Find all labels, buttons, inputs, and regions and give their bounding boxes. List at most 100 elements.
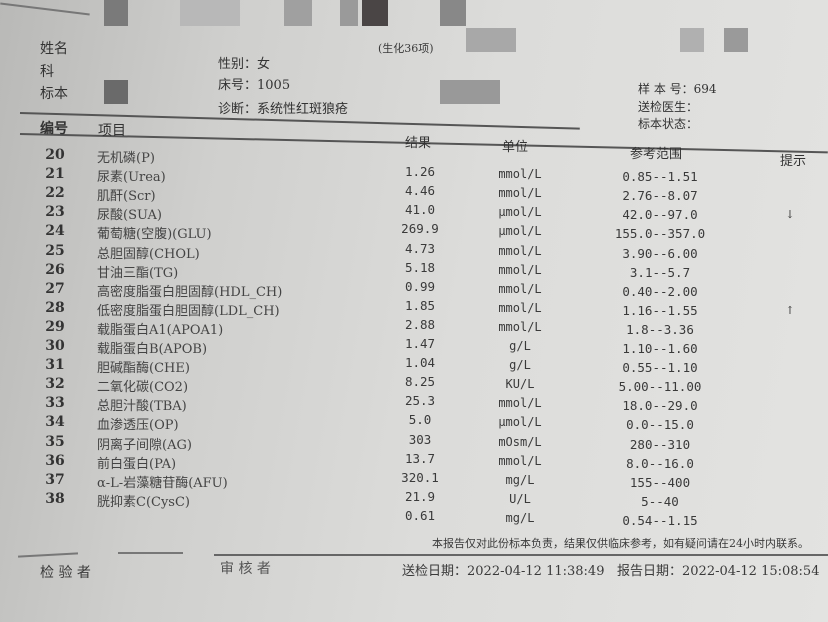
reference-range: 1.8--3.36 xyxy=(626,321,694,337)
column-header-result: 结果 xyxy=(405,136,432,151)
test-item: 肌酐(Scr) xyxy=(97,189,156,205)
table-row: 25 总胆固醇(CHOL) 4.73 mmol/L 3.90--6.00 xyxy=(0,240,828,262)
row-number: 22 xyxy=(45,185,65,202)
table-row: 37 α-L-岩藻糖苷酶(AFU) 320.1 mg/L 155--400 xyxy=(0,469,828,491)
unit: μmol/L xyxy=(498,205,542,220)
unit: U/L xyxy=(509,491,531,506)
table-row: 32 二氧化碳(CO2) 8.25 KU/L 5.00--11.00 xyxy=(0,374,828,396)
redaction-block xyxy=(104,80,128,104)
reference-range: 280--310 xyxy=(629,436,691,452)
disclaimer: 本报告仅对此份标本负责，结果仅供临床参考，如有疑问请在24小时内联系。 xyxy=(432,537,809,550)
reviewer-label: 审 核 者 xyxy=(220,561,271,577)
unit: mg/L xyxy=(505,472,535,487)
table-row: 33 总胆汁酸(TBA) 25.3 mmol/L 18.0--29.0 xyxy=(0,393,828,414)
footer-line-left xyxy=(18,552,78,558)
test-item: 载脂蛋白A1(APOA1) xyxy=(97,322,224,338)
row-number: 30 xyxy=(45,338,65,354)
unit: g/L xyxy=(509,358,531,373)
table-row: 26 甘油三酯(TG) 5.18 mmol/L 3.1--5.7 xyxy=(0,259,828,281)
test-item: 葡萄糖(空腹)(GLU) xyxy=(97,227,212,243)
reference-range: 1.10--1.60 xyxy=(622,341,698,356)
reference-range: 3.90--6.00 xyxy=(622,245,698,261)
redaction-block xyxy=(680,28,704,52)
unit: mOsm/L xyxy=(498,434,542,449)
test-item: 总胆固醇(CHOL) xyxy=(97,246,200,262)
row-number: 33 xyxy=(45,395,65,412)
specimen-label: 标本 xyxy=(40,86,68,102)
unit: mmol/L xyxy=(498,186,542,201)
test-item: 低密度脂蛋白胆固醇(LDL_CH) xyxy=(97,303,280,319)
table-row: 20 无机磷(P) xyxy=(0,147,828,166)
table-row: 21 尿素(Urea) 1.26 mmol/L 0.85--1.51 xyxy=(0,164,828,185)
reference-range: 8.0--16.0 xyxy=(626,455,694,471)
row-number: 35 xyxy=(45,433,65,450)
reference-range: 1.16--1.55 xyxy=(622,302,698,318)
reference-range: 42.0--97.0 xyxy=(622,207,698,223)
result-value: 1.04 xyxy=(404,355,436,371)
report-date: 报告日期：2022-04-12 15:08:54 xyxy=(617,564,820,579)
row-number: 37 xyxy=(45,471,65,488)
result-value: 8.25 xyxy=(404,374,436,390)
row-number: 21 xyxy=(45,166,65,183)
redaction-block xyxy=(466,28,516,52)
reference-range: 0.55--1.10 xyxy=(622,360,698,376)
result-value: 25.3 xyxy=(404,393,436,409)
footer-line-mid xyxy=(118,552,183,554)
test-item: 胱抑素C(CysC) xyxy=(97,494,190,510)
test-item: 高密度脂蛋白胆固醇(HDL_CH) xyxy=(97,284,283,300)
bed-number: 床号：1005 xyxy=(218,78,291,93)
test-item: 无机磷(P) xyxy=(97,151,155,166)
result-value: 0.99 xyxy=(404,278,436,294)
patient-name-label: 姓名 xyxy=(40,41,68,57)
redaction-block xyxy=(724,28,748,52)
row-number: 26 xyxy=(45,261,65,278)
top-edge-line xyxy=(0,2,90,15)
row-number: 27 xyxy=(45,280,65,297)
row-number: 23 xyxy=(45,204,65,221)
report-title: (生化36项) xyxy=(378,42,434,55)
tester-label: 检 验 者 xyxy=(40,565,91,581)
result-value: 320.1 xyxy=(401,469,439,485)
row-number: 31 xyxy=(45,357,65,374)
table-row: 23 尿酸(SUA) 41.0 μmol/L 42.0--97.0 ↓ xyxy=(0,202,828,223)
table-row: 30 载脂蛋白B(APOB) 1.47 g/L 1.10--1.60 xyxy=(0,336,828,357)
redaction-block xyxy=(180,0,240,26)
test-item: 阴离子间隙(AG) xyxy=(97,437,192,453)
reference-range: 0.54--1.15 xyxy=(622,512,698,528)
gender: 性别：女 xyxy=(218,57,271,72)
unit: g/L xyxy=(509,339,531,353)
submit-date: 送检日期：2022-04-12 11:38:49 xyxy=(402,564,605,579)
redaction-block xyxy=(104,0,128,26)
row-number: 20 xyxy=(45,147,65,163)
result-value: 0.61 xyxy=(404,507,436,523)
result-value: 4.73 xyxy=(404,240,436,256)
result-value: 5.0 xyxy=(408,412,432,428)
column-header-no: 编号 xyxy=(40,121,68,137)
result-value: 2.88 xyxy=(404,316,436,332)
reference-range: 5.00--11.00 xyxy=(618,379,702,395)
redaction-block xyxy=(440,0,466,26)
result-value: 5.18 xyxy=(404,259,436,275)
redaction-block xyxy=(284,0,312,26)
unit: mmol/L xyxy=(498,396,542,411)
hint-indicator: ↓ xyxy=(785,208,795,222)
column-header-unit: 单位 xyxy=(502,140,529,155)
specimen-status: 标本状态： xyxy=(638,117,699,131)
row-number: 36 xyxy=(45,452,65,469)
redaction-block xyxy=(440,80,500,104)
test-item: 二氧化碳(CO2) xyxy=(97,380,189,396)
row-number: 24 xyxy=(45,223,65,240)
row-number: 29 xyxy=(45,318,65,335)
unit: μmol/L xyxy=(498,224,542,239)
result-value: 4.46 xyxy=(404,183,436,199)
result-value: 269.9 xyxy=(401,221,439,237)
column-header-item: 项目 xyxy=(98,123,126,139)
unit: μmol/L xyxy=(498,415,542,430)
unit: mmol/L xyxy=(498,167,542,182)
diagnosis: 诊断：系统性红斑狼疮 xyxy=(218,102,349,117)
test-item: 前白蛋白(PA) xyxy=(97,456,177,472)
table-row: 28 低密度脂蛋白胆固醇(LDL_CH) 1.85 mmol/L 1.16--1.55 ↑ xyxy=(0,298,828,319)
reference-range: 5--40 xyxy=(641,493,679,509)
test-item: 胆碱酯酶(CHE) xyxy=(97,361,190,377)
unit: mmol/L xyxy=(498,300,542,315)
